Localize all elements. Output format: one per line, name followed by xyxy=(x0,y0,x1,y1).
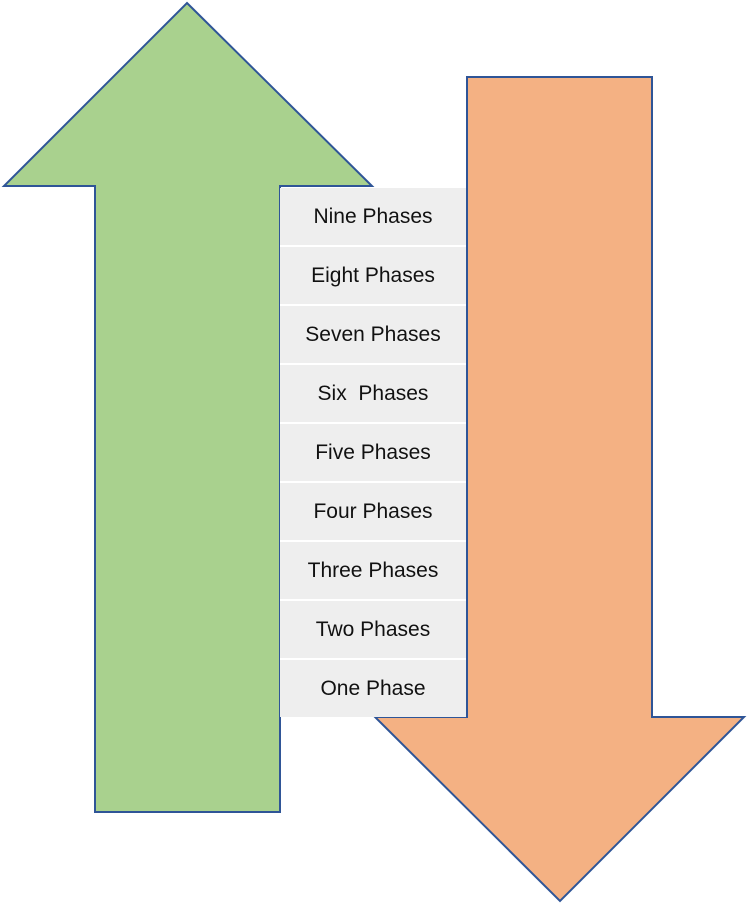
phase-list: Nine Phases Eight Phases Seven Phases Si… xyxy=(280,188,466,717)
phase-item-eight: Eight Phases xyxy=(280,247,466,306)
phase-item-six: Six Phases xyxy=(280,365,466,424)
phase-item-five: Five Phases xyxy=(280,424,466,483)
phase-item-nine: Nine Phases xyxy=(280,188,466,247)
down-arrow-icon xyxy=(372,76,747,903)
phase-item-four: Four Phases xyxy=(280,483,466,542)
phase-item-one: One Phase xyxy=(280,660,466,717)
phase-item-seven: Seven Phases xyxy=(280,306,466,365)
phase-item-two: Two Phases xyxy=(280,601,466,660)
phase-item-three: Three Phases xyxy=(280,542,466,601)
